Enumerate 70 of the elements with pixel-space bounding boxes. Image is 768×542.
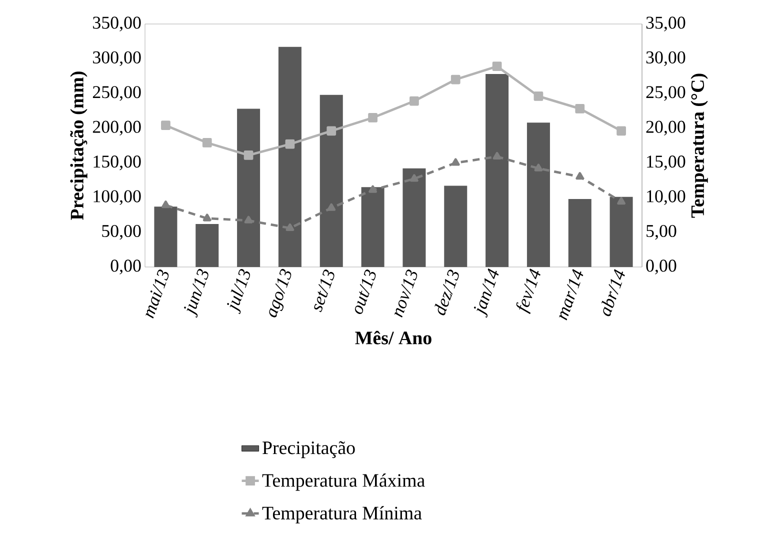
bar <box>278 46 302 267</box>
x-tick-label: fev/14 <box>516 268 540 314</box>
y2-tick-label: 35,00 <box>646 16 686 32</box>
y2-tick-label: 20,00 <box>646 120 686 136</box>
point <box>492 152 502 160</box>
x-tick-label: set/13 <box>314 270 334 312</box>
y2-tick-label: 5,00 <box>646 224 676 240</box>
x-tick-label: mai/13 <box>146 270 169 319</box>
bar <box>526 122 550 267</box>
point <box>534 164 543 172</box>
bar <box>320 94 343 267</box>
x-tick-label: nov/13 <box>394 270 418 318</box>
bar <box>402 168 426 267</box>
x-tick-label: jul/13 <box>227 269 250 314</box>
y2-tick-label: 25,00 <box>646 86 686 101</box>
y2-axis-title: Temperatura (°C) <box>690 74 708 218</box>
y-tick-label: 350,00 <box>93 16 141 32</box>
legend-label: Temperatura Mínima <box>262 506 422 524</box>
x-tick-label: jan/14 <box>474 268 499 318</box>
bar <box>361 187 384 267</box>
bar <box>444 186 468 267</box>
y2-tick-label: 0,00 <box>646 260 676 274</box>
y-tick-label: 150,00 <box>94 156 141 170</box>
bar <box>154 206 178 267</box>
point <box>244 150 254 160</box>
point <box>410 96 419 106</box>
bar <box>610 196 633 267</box>
point <box>492 62 502 72</box>
point <box>202 138 212 148</box>
x-tick-label: out/13 <box>354 270 376 314</box>
y-tick-label: 100,00 <box>94 190 141 205</box>
y-axis-title: Precipitação (mm) <box>70 72 88 220</box>
point <box>451 158 460 166</box>
bar <box>196 224 219 267</box>
y2-tick-label: 30,00 <box>646 51 686 66</box>
y-tick-label: 0,00 <box>110 260 141 274</box>
point <box>326 126 336 136</box>
bar <box>486 74 509 267</box>
x-tick-label: mar/14 <box>559 268 584 320</box>
y-tick-label: 50,00 <box>102 224 141 240</box>
y-tick-label: 200,00 <box>92 120 141 136</box>
point <box>368 185 378 193</box>
point <box>286 223 294 232</box>
y2-tick-label: 10,00 <box>647 190 686 205</box>
y-tick-label: 250,00 <box>92 86 141 101</box>
y-tick-label: 300,00 <box>93 51 141 66</box>
x-tick-label: jun/13 <box>184 268 208 318</box>
point <box>244 216 253 224</box>
x-tick-label: ago/13 <box>269 268 292 318</box>
x-axis-title: Mês/ Ano <box>355 330 432 344</box>
point <box>617 197 626 205</box>
legend-label: Temperatura Máxima <box>262 474 425 491</box>
y2-tick-label: 15,00 <box>647 156 686 170</box>
point <box>576 172 584 180</box>
point <box>616 126 626 136</box>
point <box>161 120 170 130</box>
point <box>327 203 336 211</box>
point <box>368 113 378 122</box>
x-tick-label: dez/13 <box>434 270 459 316</box>
point <box>575 104 585 114</box>
legend-label: Precipitação <box>262 441 355 458</box>
point <box>450 74 460 84</box>
point <box>534 92 544 101</box>
point <box>161 200 170 208</box>
point <box>202 214 212 222</box>
bar <box>568 198 592 267</box>
point <box>410 174 418 182</box>
bar <box>237 108 260 267</box>
x-tick-label: abr/14 <box>601 269 625 316</box>
point <box>285 139 295 149</box>
